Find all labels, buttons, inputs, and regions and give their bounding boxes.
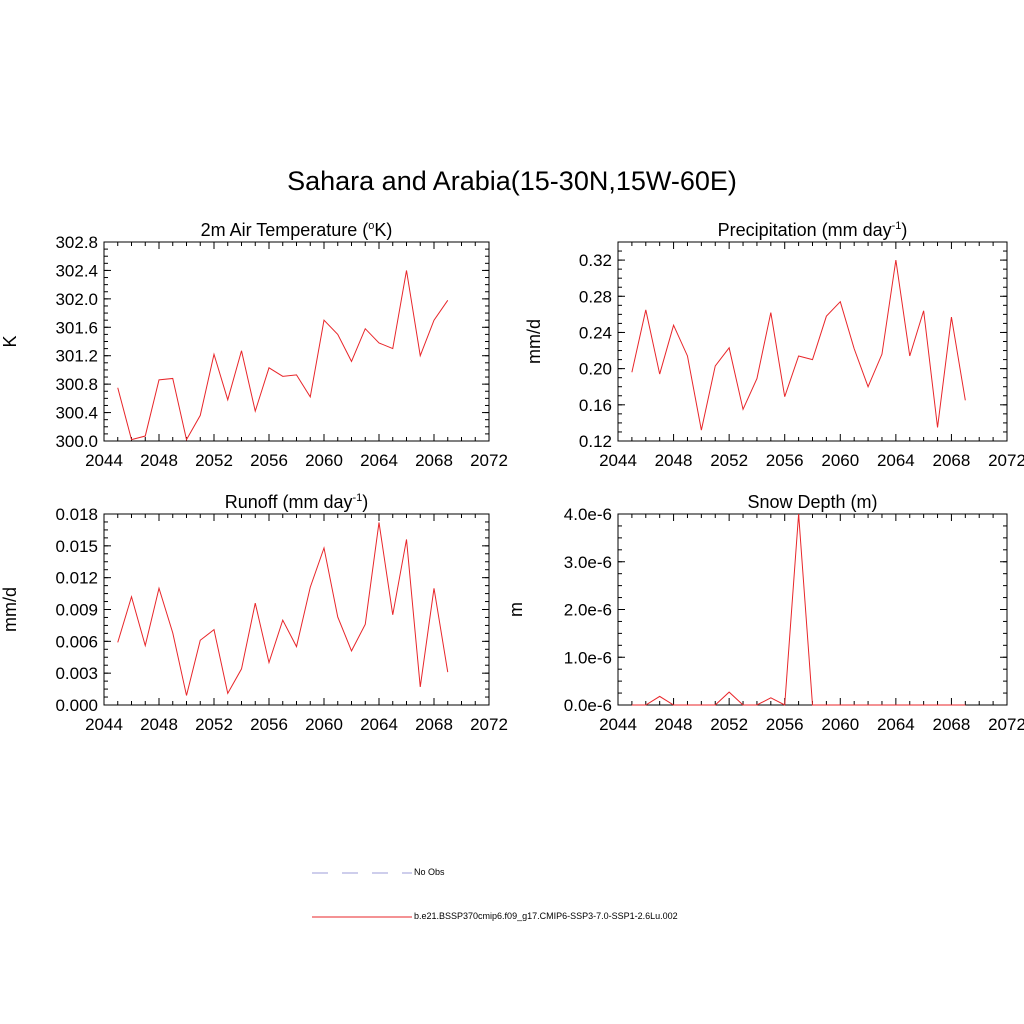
series-line [117,270,449,441]
plot-frame [103,241,490,442]
y-tick-label: 0.003 [55,664,98,683]
x-tick-label: 2068 [415,451,453,470]
x-tick-label: 2072 [470,451,508,470]
x-tick-label: 2044 [85,451,123,470]
x-tick-label: 2048 [655,715,693,734]
series-line [631,260,966,431]
y-tick-label: 0.000 [55,696,98,715]
x-tick-label: 2056 [766,451,804,470]
y-tick-label: 0.28 [579,287,612,306]
x-tick-label: 2060 [821,451,859,470]
plot-frame [617,513,1008,706]
x-tick-label: 2056 [250,451,288,470]
x-tick-label: 2048 [655,451,693,470]
x-tick-label: 2068 [933,451,971,470]
y-tick-label: 2.0e-6 [564,601,612,620]
x-tick-label: 2064 [360,715,398,734]
y-tick-label: 302.8 [55,233,98,252]
y-tick-label: 301.2 [55,347,98,366]
y-tick-label: 3.0e-6 [564,553,612,572]
x-tick-label: 2056 [250,715,288,734]
x-tick-label: 2072 [988,451,1024,470]
x-tick-label: 2064 [360,451,398,470]
x-tick-label: 2060 [305,715,343,734]
y-tick-label: 300.8 [55,375,98,394]
x-tick-label: 2048 [140,451,178,470]
x-tick-label: 2060 [821,715,859,734]
y-tick-label: 0.20 [579,360,612,379]
legend-label-no-obs: No Obs [414,867,445,877]
panel-air-temperature: 2044 2048 2052 2056 2060 2064 2068 2072 300.0 300… [0,220,508,470]
y-tick-label: 0.24 [579,323,612,342]
figure-title: Sahara and Arabia(15-30N,15W-60E) [287,166,737,196]
panel-snow-depth: 2044 2048 2052 2056 2060 2064 2068 2072 0.0e-6 1.… [506,492,1024,734]
y-tick-label: 301.6 [55,318,98,337]
x-tick-label: 2072 [470,715,508,734]
y-tick-label: 0.006 [55,632,98,651]
x-tick-label: 2068 [415,715,453,734]
y-axis-label: K [0,335,20,347]
x-tick-label: 2044 [85,715,123,734]
y-tick-label: 300.4 [55,404,98,423]
y-axis-label: mm/d [0,587,20,632]
x-tick-label: 2052 [710,715,748,734]
y-tick-label: 0.0e-6 [564,696,612,715]
x-tick-label: 2056 [766,715,804,734]
y-tick-label: 302.0 [55,290,98,309]
x-tick-label: 2048 [140,715,178,734]
y-tick-label: 4.0e-6 [564,505,612,524]
x-tick-label: 2052 [710,451,748,470]
legend-label-model: b.e21.BSSP370cmip6.f09_g17.CMIP6-SSP3-7.… [414,911,678,921]
panel-title: Runoff (mm day-1) [225,492,369,512]
y-tick-label: 300.0 [55,432,98,451]
panel-title: Precipitation (mm day-1) [718,220,908,240]
x-tick-label: 2044 [599,451,637,470]
panel-runoff: 2044 2048 2052 2056 2060 2064 2068 2072 0.000 0.0… [0,492,508,734]
series-line [117,522,449,696]
panel-title: Snow Depth (m) [747,492,877,512]
y-tick-label: 0.32 [579,251,612,270]
x-tick-label: 2072 [988,715,1024,734]
y-tick-label: 0.16 [579,396,612,415]
y-tick-label: 1.0e-6 [564,648,612,667]
y-tick-label: 0.012 [55,569,98,588]
y-axis-label: mm/d [524,319,544,364]
x-tick-label: 2068 [933,715,971,734]
x-tick-label: 2052 [195,451,233,470]
series-line [631,513,966,706]
y-tick-label: 0.018 [55,505,98,524]
x-tick-label: 2044 [599,715,637,734]
panel-title: 2m Air Temperature (oK) [201,220,393,240]
y-axis-label: m [506,602,526,617]
x-tick-label: 2064 [877,715,915,734]
y-tick-label: 0.009 [55,601,98,620]
y-tick-label: 302.4 [55,261,98,280]
x-tick-label: 2060 [305,451,343,470]
y-tick-label: 0.12 [579,432,612,451]
panel-precipitation: 2044 2048 2052 2056 2060 2064 2068 2072 0.12 0.16… [524,220,1024,470]
y-tick-label: 0.015 [55,537,98,556]
x-tick-label: 2052 [195,715,233,734]
x-tick-label: 2064 [877,451,915,470]
